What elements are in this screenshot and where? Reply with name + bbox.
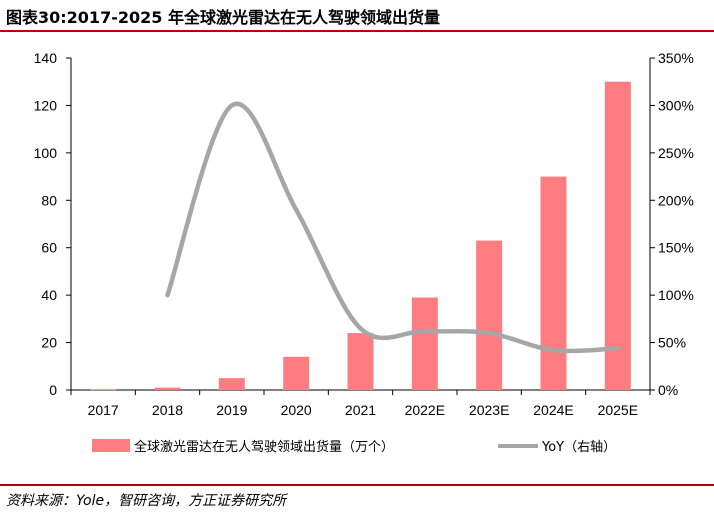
left-tick-label: 20 — [41, 335, 57, 351]
right-axis-ticks: 0% 50% 100% 150% 200% 250% 300% 350% — [650, 50, 694, 398]
right-tick-label: 50% — [658, 335, 686, 351]
left-tick-label: 140 — [34, 50, 58, 66]
x-tick-label: 2024E — [533, 402, 573, 418]
bar — [90, 389, 117, 391]
bar — [283, 356, 310, 390]
bar — [347, 333, 374, 390]
source-note: 资料来源：Yole，智研咨询，方正证券研究所 — [6, 493, 287, 509]
right-tick-label: 350% — [658, 50, 694, 66]
bar — [218, 378, 245, 390]
x-tick-label: 2017 — [88, 402, 119, 418]
right-tick-label: 150% — [658, 240, 694, 256]
legend-bar-swatch — [92, 439, 130, 452]
bar — [154, 387, 181, 390]
x-tick-label: 2020 — [281, 402, 312, 418]
chart: 0 20 40 60 80 100 120 140 0% 50% 100% 150% 200% 250%… — [34, 50, 694, 455]
right-tick-label: 300% — [658, 97, 694, 113]
source-rule — [0, 484, 714, 486]
left-axis-ticks: 0 20 40 60 80 100 120 140 — [34, 50, 71, 398]
x-axis-ticks: 2017 2018 2019 2020 2021 2022E 2023E 2024E 2025E — [70, 390, 651, 418]
left-tick-label: 80 — [41, 192, 57, 208]
x-tick-label: 2023E — [469, 402, 509, 418]
right-tick-label: 100% — [658, 287, 694, 303]
legend-line-label: YoY（右轴） — [541, 440, 616, 455]
legend-bar-label: 全球激光雷达在无人驾驶领域出货量（万个） — [134, 439, 394, 455]
x-tick-label: 2021 — [345, 402, 376, 418]
bar — [411, 297, 438, 390]
left-tick-label: 100 — [34, 145, 58, 161]
left-tick-label: 40 — [41, 287, 57, 303]
right-tick-label: 200% — [658, 192, 694, 208]
bar — [604, 81, 631, 390]
bar — [476, 240, 503, 390]
x-tick-label: 2019 — [216, 402, 247, 418]
bar-series — [90, 81, 631, 391]
right-tick-label: 250% — [658, 145, 694, 161]
yoy-line-series — [165, 101, 621, 354]
left-tick-label: 60 — [41, 240, 57, 256]
x-tick-label: 2022E — [405, 402, 445, 418]
left-tick-label: 120 — [34, 97, 58, 113]
yoy-line — [165, 101, 621, 354]
figure-title: 图表30:2017-2025 年全球激光雷达在无人驾驶领域出货量 — [6, 8, 440, 27]
bar — [540, 176, 567, 390]
x-tick-label: 2025E — [598, 402, 638, 418]
right-tick-label: 0% — [658, 382, 678, 398]
left-tick-label: 0 — [49, 382, 57, 398]
x-tick-label: 2018 — [152, 402, 183, 418]
legend: 全球激光雷达在无人驾驶领域出货量（万个） YoY（右轴） — [92, 439, 616, 455]
title-rule — [0, 30, 714, 32]
